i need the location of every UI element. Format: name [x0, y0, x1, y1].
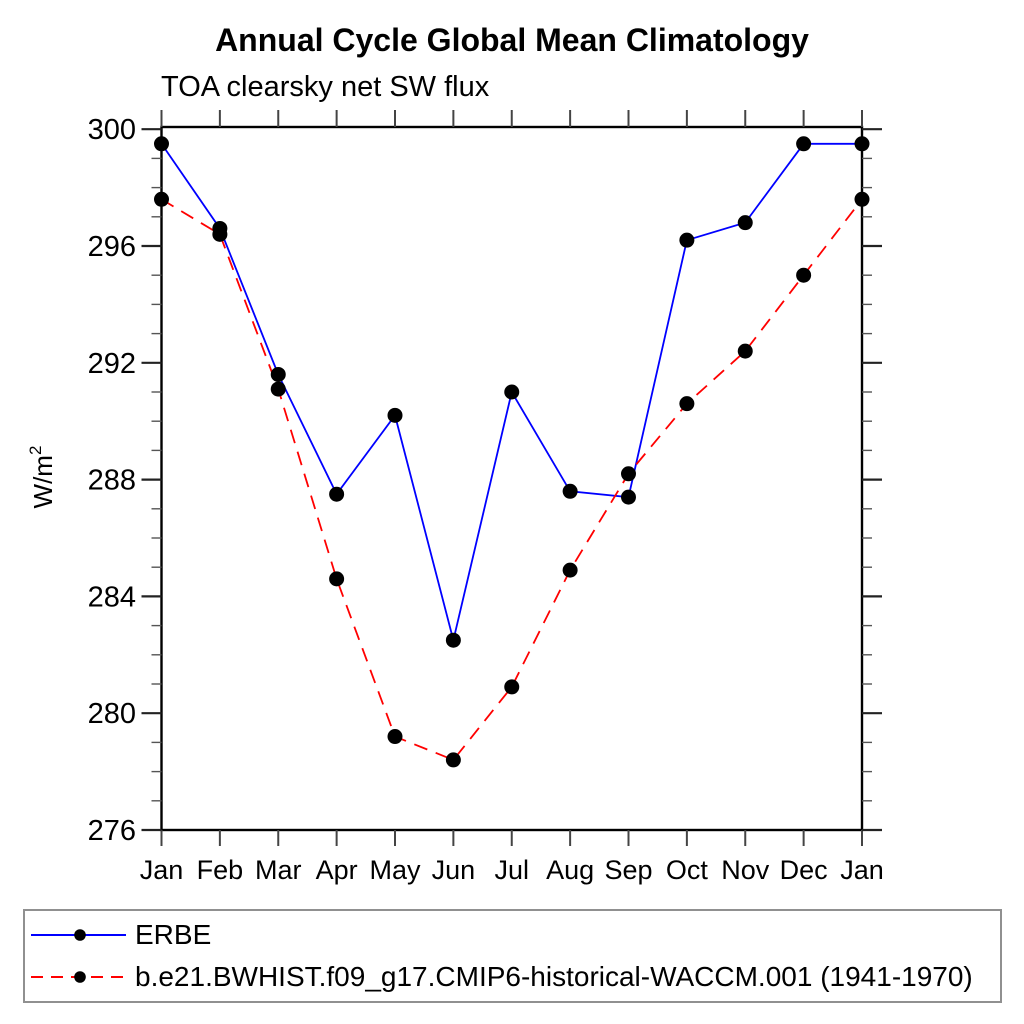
series-0-marker [154, 136, 169, 152]
y-tick-label: 280 [88, 698, 136, 730]
legend: ERBE b.e21.BWHIST.f09_g17.CMIP6-historic… [23, 909, 1002, 1003]
series-1-marker [854, 191, 870, 207]
series-1-marker [270, 381, 286, 397]
chart-title: Annual Cycle Global Mean Climatology [215, 22, 809, 58]
x-tick-label: Jul [494, 855, 529, 885]
series-1-marker [329, 571, 345, 587]
series-1-marker [796, 267, 812, 283]
legend-marker-icon [74, 971, 86, 983]
series-0-marker [621, 489, 636, 505]
y-tick-label: 288 [88, 465, 136, 497]
series-0-marker [387, 407, 403, 423]
series-0-marker [270, 366, 286, 382]
series-0-marker [737, 215, 753, 231]
series-1-marker [504, 679, 520, 695]
plot-frame [160, 125, 864, 832]
x-tick-label: Jun [432, 855, 476, 885]
series-1-marker [154, 191, 169, 207]
series-1-marker [679, 396, 695, 412]
series-0-marker [562, 483, 578, 499]
y-axis-label: W/m2 [26, 446, 58, 509]
y-tick-label: 296 [88, 231, 136, 263]
legend-item: b.e21.BWHIST.f09_g17.CMIP6-historical-WA… [25, 956, 1000, 998]
y-tick-label: 300 [88, 114, 136, 146]
legend-marker-icon [74, 929, 86, 941]
series-1-line [161, 198, 863, 762]
x-tick-label: May [369, 855, 421, 885]
y-tick-label: 284 [88, 581, 136, 613]
x-tick-label: Sep [604, 855, 652, 885]
series-1-marker [445, 752, 461, 768]
series-0-marker [796, 136, 812, 152]
series-0-marker [445, 632, 461, 648]
x-tick-label: Mar [255, 855, 302, 885]
series-1-marker [212, 226, 228, 242]
x-tick-label: Feb [197, 855, 244, 885]
series-1-marker [737, 343, 753, 359]
x-tick-label: Dec [780, 855, 828, 885]
x-tick-label: Jan [840, 855, 884, 885]
legend-item-label: b.e21.BWHIST.f09_g17.CMIP6-historical-WA… [135, 961, 973, 992]
series-1-marker [562, 562, 578, 578]
legend-line-sample [31, 929, 126, 941]
x-tick-label: Aug [546, 855, 594, 885]
series-0-marker [854, 136, 870, 152]
series-0-marker [504, 384, 520, 400]
series-0-marker [329, 486, 345, 502]
y-tick-label: 292 [88, 348, 136, 380]
series-0-marker [679, 232, 695, 248]
legend-item: ERBE [25, 914, 1000, 956]
y-tick-label: 276 [88, 815, 136, 847]
series-1-marker [387, 729, 403, 745]
x-tick-label: Apr [316, 855, 358, 885]
legend-line-sample [31, 971, 126, 983]
series-1-marker [621, 466, 636, 482]
legend-item-label: ERBE [135, 919, 212, 950]
x-tick-label: Jan [140, 855, 184, 885]
x-tick-label: Oct [666, 855, 709, 885]
chart-subtitle: TOA clearsky net SW flux [161, 71, 490, 103]
x-tick-label: Nov [721, 855, 770, 885]
